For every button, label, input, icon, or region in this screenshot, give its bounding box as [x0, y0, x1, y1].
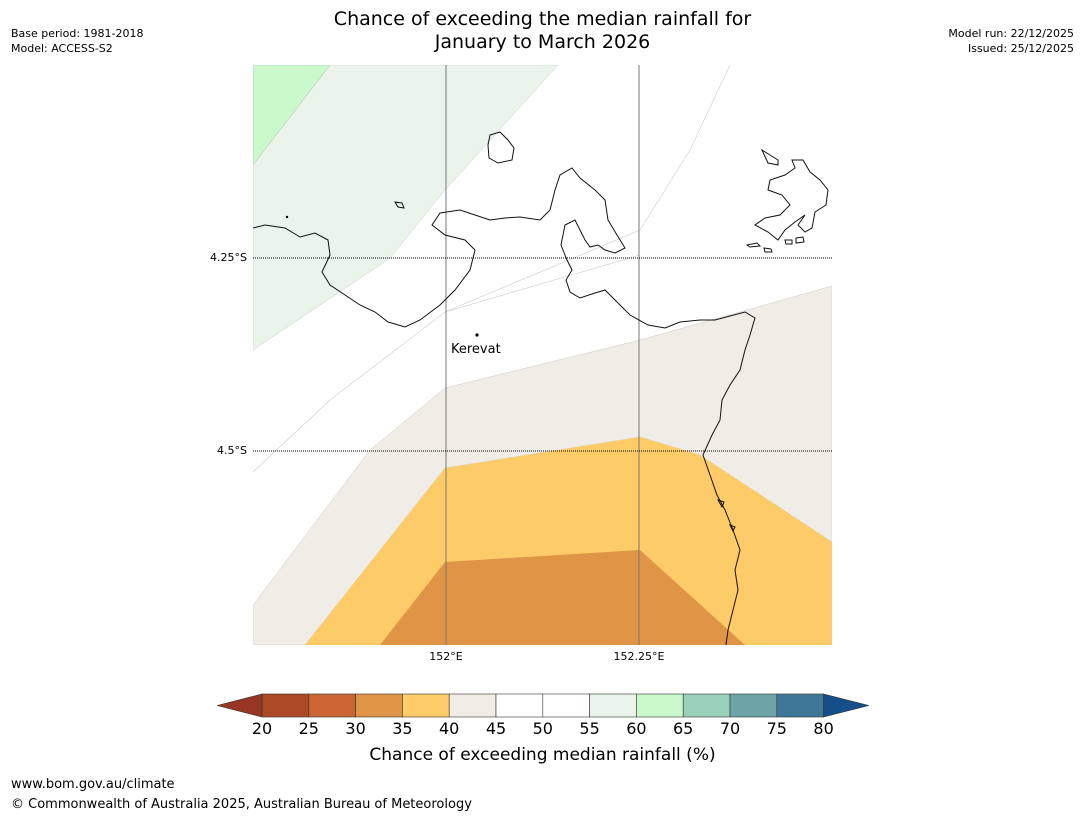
- colorbar-tick: 20: [251, 719, 273, 738]
- title-line-2: January to March 2026: [434, 31, 651, 53]
- colorbar-tick: 40: [439, 719, 460, 738]
- colorbar-under-arrow: [216, 693, 263, 718]
- title-line-1: Chance of exceeding the median rainfall …: [333, 8, 752, 30]
- footer-url[interactable]: www.bom.gov.au/climate: [11, 777, 175, 792]
- region-60-65: [253, 65, 331, 166]
- issued-date: Issued: 25/12/2025: [967, 42, 1074, 55]
- place-label-kerevat: Kerevat: [451, 342, 501, 357]
- colorbar-cell: [542, 693, 590, 718]
- colorbar-cell: [589, 693, 637, 718]
- colorbar-tick: 30: [345, 719, 366, 738]
- colorbar-cell: [495, 693, 544, 718]
- colorbar-cell: [682, 693, 731, 718]
- colorbar-cell: [729, 693, 778, 718]
- colorbar-tick: 50: [532, 719, 553, 738]
- colorbar-cell: [308, 693, 356, 718]
- colorbar-cell: [402, 693, 450, 718]
- colorbar-cell: [355, 693, 403, 718]
- meta-right: Model run: 22/12/2025 Issued: 25/12/2025: [948, 26, 1074, 56]
- region-40-45: [253, 285, 832, 645]
- region-55-60: [253, 65, 559, 351]
- colorbar-tick: 35: [392, 719, 413, 738]
- map-canvas: [253, 65, 832, 645]
- islet: [285, 215, 289, 219]
- lon-label: 152°E: [429, 650, 463, 663]
- colorbar-tick: 45: [485, 719, 507, 738]
- base-period: Base period: 1981-2018: [11, 27, 144, 40]
- model-name: Model: ACCESS-S2: [11, 42, 113, 55]
- map-title: Chance of exceeding the median rainfall …: [0, 8, 1085, 54]
- colorbar: [216, 693, 870, 718]
- colorbar-tick: 60: [626, 719, 647, 738]
- kerevat-marker: [475, 333, 479, 337]
- footer: www.bom.gov.au/climate © Commonwealth of…: [11, 775, 472, 815]
- colorbar-tick: 80: [813, 719, 834, 738]
- colorbar-cell: [776, 693, 824, 718]
- region-30-35: [380, 550, 745, 645]
- colorbar-tick: 75: [766, 719, 787, 738]
- meta-left: Base period: 1981-2018 Model: ACCESS-S2: [11, 26, 143, 56]
- colorbar-tick: 25: [298, 719, 319, 738]
- colorbar-tick: 70: [719, 719, 741, 738]
- colorbar-cell: [448, 693, 497, 718]
- lat-label: 4.5°S: [217, 444, 247, 457]
- colorbar-over-arrow: [823, 693, 870, 718]
- colorbar-tick: 65: [673, 719, 694, 738]
- colorbar-cell: [636, 693, 684, 718]
- lon-label: 152.25°E: [613, 650, 665, 663]
- colorbar-tick: 55: [579, 719, 600, 738]
- model-run: Model run: 22/12/2025: [948, 27, 1074, 40]
- footer-copyright: © Commonwealth of Australia 2025, Austra…: [11, 797, 472, 812]
- lat-label: 4.25°S: [210, 251, 247, 264]
- colorbar-label: Chance of exceeding median rainfall (%): [369, 745, 716, 765]
- contour-line: [253, 65, 731, 473]
- contour-line: [444, 254, 641, 313]
- coastline: [253, 131, 829, 645]
- colorbar-cell: [261, 693, 310, 718]
